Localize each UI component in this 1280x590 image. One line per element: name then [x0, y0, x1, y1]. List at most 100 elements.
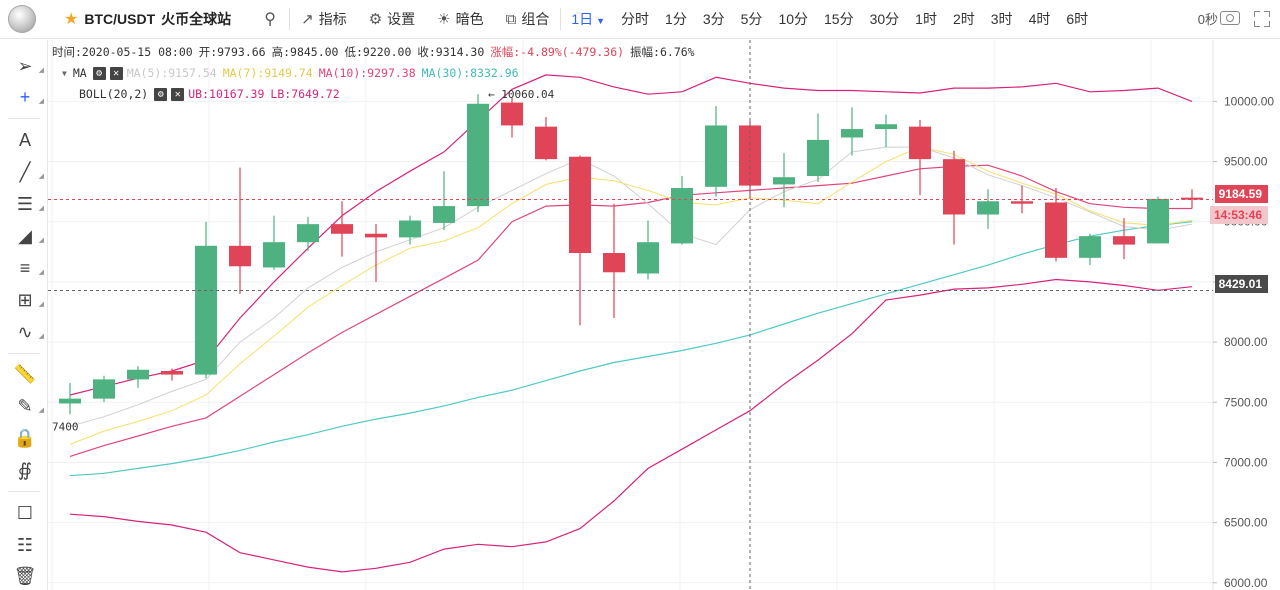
ma-settings-icon[interactable]: ⚙ [92, 67, 106, 80]
tool-divider [8, 353, 40, 354]
search-icon: ⚲ [264, 11, 276, 28]
camera-icon[interactable] [1220, 11, 1240, 25]
toolbar-divider [289, 8, 291, 30]
symbol-label[interactable]: BTC/USDT [84, 11, 156, 27]
candle-body [331, 224, 353, 234]
cursor-arrow-icon[interactable]: ➢ ◢ [17, 55, 44, 76]
app-logo [8, 5, 36, 33]
candle-9 [365, 224, 387, 282]
interval-6[interactable]: 15分 [824, 10, 854, 27]
fork-tool-icon[interactable]: ☰ ◢ [16, 193, 44, 214]
chart-overlay: ← 10060.04 7400 [48, 40, 1213, 590]
ma10-line [69, 164, 1192, 457]
interval-9[interactable]: 2时 [952, 10, 975, 27]
brush-icon[interactable]: ✎ ◢ [17, 395, 44, 416]
ohlc-legend: 时间:2020-05-15 08:00 开:9793.66 高:9845.00 … [52, 42, 701, 105]
price-tick-label-0: 6000.00 [1224, 576, 1268, 590]
indicator-button[interactable]: ↗ 指标 [290, 0, 358, 39]
candles [59, 94, 1203, 415]
boll-lower-band [69, 278, 1193, 573]
ma10-value: MA(10):9297.38 [318, 66, 416, 80]
bookmark-icon[interactable]: ☐ [16, 502, 34, 523]
trash-icon[interactable]: 🗑 [13, 565, 37, 586]
boll-legend-row: BOLL(20,2) ⚙ ✕ UB:10167.39 LB:7649.72 [52, 84, 701, 105]
candle-body [59, 398, 81, 404]
candle-8 [331, 201, 353, 257]
candle-body [977, 201, 999, 215]
candlestick-chart[interactable]: 6000.006500.007000.007500.008000.008500.… [48, 40, 1280, 590]
candle-16 [603, 203, 625, 319]
interval-10[interactable]: 3时 [990, 10, 1013, 27]
interval-3[interactable]: 3分 [702, 10, 725, 27]
ruler-icon[interactable]: 📏 [13, 363, 37, 384]
legend-amplitude: 振幅:6.76% [630, 45, 695, 59]
dark-mode-label: 暗色 [455, 11, 484, 27]
wave-pattern-icon[interactable]: ∿ ◢ [17, 321, 44, 342]
boll-upper-band [69, 74, 1193, 396]
collapse-chevron-icon[interactable]: ▼ [62, 69, 67, 78]
dark-mode-button[interactable]: ☀ 暗色 [426, 0, 494, 39]
interval-12[interactable]: 6时 [1066, 10, 1089, 27]
rectangle-tool-icon[interactable]: ⊞ ◢ [17, 289, 44, 310]
interval-7[interactable]: 30分 [869, 10, 900, 27]
candle-17 [637, 220, 659, 280]
fullscreen-icon[interactable] [1254, 11, 1270, 27]
interval-11[interactable]: 4时 [1028, 10, 1051, 27]
interval-5[interactable]: 10分 [778, 10, 809, 27]
candle-body [1113, 236, 1135, 245]
boll-settings-icon[interactable]: ⚙ [154, 88, 168, 101]
ma-close-icon[interactable]: ✕ [109, 67, 123, 80]
layout-button[interactable]: ⧉ 组合 [495, 0, 561, 39]
favorite-star-icon[interactable]: ★ [64, 11, 79, 28]
parallel-channel-icon[interactable]: ≡ ◢ [19, 257, 44, 278]
interval-2[interactable]: 1分 [665, 10, 687, 27]
triangle-tool-icon[interactable]: ◢ ◢ [18, 225, 44, 246]
candle-body [365, 233, 387, 238]
text-tool-icon[interactable]: A [18, 129, 31, 150]
indicator-icon: ↗ [301, 11, 314, 28]
price-tick-label-7: 9500.00 [1224, 155, 1268, 169]
price-axis: 6000.006500.007000.007500.008000.008500.… [1213, 94, 1274, 590]
edit-calendar-icon[interactable]: ☷ [16, 534, 34, 555]
legend-open: 开:9793.66 [198, 45, 266, 59]
crosshair-icon[interactable]: + ◢ [19, 86, 44, 107]
candle-15 [569, 155, 591, 326]
interval-0[interactable]: 1日 ▼ [571, 10, 606, 27]
candle-31 [1113, 218, 1135, 260]
price-tick-label-1: 6500.00 [1224, 516, 1268, 530]
settings-button[interactable]: ⚙ 设置 [358, 0, 426, 39]
candle-body [909, 126, 931, 160]
ma30-line [69, 221, 1193, 477]
settings-label: 设置 [387, 11, 416, 27]
candle-21 [773, 153, 795, 208]
interval-4[interactable]: 5分 [740, 10, 763, 27]
candle-body [1181, 197, 1203, 200]
candle-body [399, 220, 421, 238]
candle-body [875, 124, 897, 130]
candle-3 [161, 368, 183, 381]
boll-close-icon[interactable]: ✕ [171, 88, 185, 101]
candle-body [195, 245, 217, 375]
search-button[interactable]: ⚲ [251, 0, 289, 39]
candle-25 [909, 120, 931, 196]
magnet-icon[interactable]: ∯ [17, 459, 33, 480]
legend-change: 涨幅:-4.89%(-479.36) [490, 45, 625, 59]
candle-14 [535, 117, 557, 161]
legend-high: 高:9845.00 [271, 45, 339, 59]
candle-33 [1181, 189, 1203, 209]
last-price-tag: 9184.59 [1214, 185, 1268, 203]
candle-body [161, 370, 183, 375]
candle-32 [1147, 196, 1169, 244]
candle-body [229, 245, 251, 267]
legend-time: 时间:2020-05-15 08:00 [52, 45, 193, 59]
interval-1[interactable]: 分时 [621, 10, 650, 27]
ma5-line [69, 146, 1193, 427]
candle-7 [297, 216, 319, 251]
trend-line-icon[interactable]: ╱ ◢ [19, 161, 44, 182]
interval-8[interactable]: 1时 [915, 10, 937, 27]
candle-24 [875, 114, 897, 148]
legend-close: 收:9314.30 [417, 45, 485, 59]
candle-body [297, 224, 319, 243]
ohlc-row: 时间:2020-05-15 08:00 开:9793.66 高:9845.00 … [52, 42, 701, 63]
lock-icon[interactable]: 🔒 [13, 427, 37, 448]
